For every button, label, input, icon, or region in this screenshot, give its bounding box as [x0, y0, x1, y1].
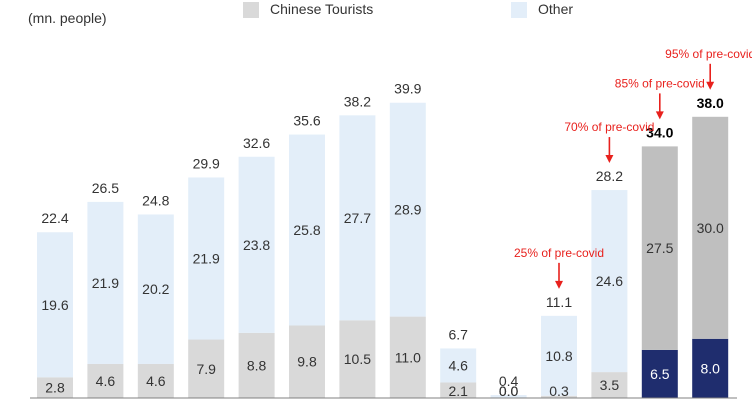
label-chinese-13: 8.0	[700, 360, 720, 376]
bar-other-6	[339, 115, 376, 321]
label-other-3: 21.9	[193, 251, 220, 267]
bar-chinese-4	[238, 332, 275, 398]
label-total-9: 0.4	[499, 373, 519, 389]
annotation-label-10: 25% of pre-covid	[514, 246, 604, 260]
bar-chinese-0	[37, 377, 73, 398]
bar-other-3	[188, 177, 225, 340]
annotation-arrow-head-10	[555, 280, 563, 289]
annotation-label-12: 85% of pre-covid	[615, 76, 705, 90]
label-total-8: 6.7	[448, 326, 468, 342]
label-total-12: 34.0	[646, 124, 673, 140]
legend-label-chinese: Chinese Tourists	[270, 1, 373, 17]
label-total-5: 35.6	[293, 113, 320, 129]
unit-label: (mn. people)	[28, 10, 107, 26]
label-other-11: 24.6	[596, 273, 623, 289]
label-total-2: 24.8	[142, 192, 169, 208]
bar-chinese-12	[641, 349, 678, 398]
annotation-arrow-head-12	[655, 111, 664, 120]
label-other-5: 25.8	[293, 222, 320, 238]
label-chinese-9: 0.0	[499, 383, 519, 399]
bar-other-4	[238, 156, 275, 333]
label-other-7: 28.9	[394, 202, 421, 218]
label-chinese-4: 8.8	[247, 357, 267, 373]
label-chinese-11: 3.5	[600, 377, 620, 393]
bar-chinese-5	[289, 325, 325, 398]
bar-other-8	[440, 348, 477, 383]
label-total-7: 39.9	[394, 81, 421, 97]
bar-chinese-10	[541, 395, 577, 398]
label-chinese-0: 2.8	[45, 380, 65, 396]
bar-chinese-7	[389, 316, 426, 398]
label-other-8: 4.6	[448, 357, 468, 373]
label-chinese-8: 2.1	[448, 383, 468, 399]
bar-chinese-11	[591, 372, 628, 398]
label-total-13: 38.0	[697, 95, 724, 111]
label-other-2: 20.2	[142, 281, 169, 297]
bar-chinese-8	[440, 382, 477, 398]
label-total-0: 22.4	[41, 210, 68, 226]
annotation-label-13: 95% of pre-covid	[665, 47, 752, 61]
bar-other-1	[87, 201, 124, 364]
bar-chinese-2	[137, 363, 174, 398]
label-chinese-7: 11.0	[395, 349, 421, 365]
legend-swatch-chinese	[243, 2, 259, 18]
legend: Chinese Tourists Other	[243, 1, 573, 18]
label-other-13: 30.0	[697, 220, 724, 236]
label-total-10: 11.1	[546, 294, 572, 310]
bars-group	[37, 102, 729, 398]
bar-chinese-1	[87, 363, 124, 398]
label-total-4: 32.6	[243, 135, 270, 151]
bar-other-9	[490, 395, 527, 398]
annotation-label-11: 70% of pre-covid	[564, 120, 654, 134]
label-chinese-2: 4.6	[146, 373, 166, 389]
bar-chinese-13	[692, 338, 729, 398]
bar-other-5	[289, 134, 325, 326]
label-total-1: 26.5	[92, 180, 119, 196]
label-other-1: 21.9	[92, 275, 119, 291]
bar-other-12	[641, 146, 678, 350]
bar-other-10	[541, 315, 577, 396]
value-labels-group: 2.8 19.6 22.4 4.6 21.9 26.5 4.6 20.2 24.8 7.9 21.9…	[41, 81, 724, 399]
label-total-11: 28.2	[596, 168, 623, 184]
legend-label-other: Other	[538, 1, 573, 17]
label-chinese-10: 0.3	[549, 383, 569, 399]
label-chinese-5: 9.8	[297, 354, 317, 370]
bar-other-13	[692, 116, 729, 339]
annotation-arrow-head-13	[706, 81, 715, 90]
label-other-10: 10.8	[545, 348, 572, 364]
label-other-4: 23.8	[243, 237, 270, 253]
label-other-0: 19.6	[41, 297, 68, 313]
label-other-9: 0.0	[499, 383, 519, 399]
label-other-12: 27.5	[646, 240, 673, 256]
label-chinese-3: 7.9	[196, 361, 216, 377]
annotation-arrow-head-11	[605, 155, 614, 164]
annotations-group: 25% of pre-covid 70% of pre-covid 85% of p…	[514, 47, 752, 289]
label-chinese-6: 10.5	[344, 351, 371, 367]
bar-other-0	[37, 232, 73, 378]
label-total-6: 38.2	[344, 93, 371, 109]
bar-other-11	[591, 190, 628, 373]
label-total-3: 29.9	[193, 155, 220, 171]
label-other-6: 27.7	[344, 210, 371, 226]
bar-chinese-6	[339, 320, 376, 398]
bar-other-2	[137, 214, 174, 364]
bar-chinese-3	[188, 339, 225, 398]
bar-other-7	[389, 102, 426, 317]
legend-swatch-other	[511, 2, 527, 18]
label-chinese-12: 6.5	[650, 366, 670, 382]
label-chinese-1: 4.6	[96, 373, 116, 389]
